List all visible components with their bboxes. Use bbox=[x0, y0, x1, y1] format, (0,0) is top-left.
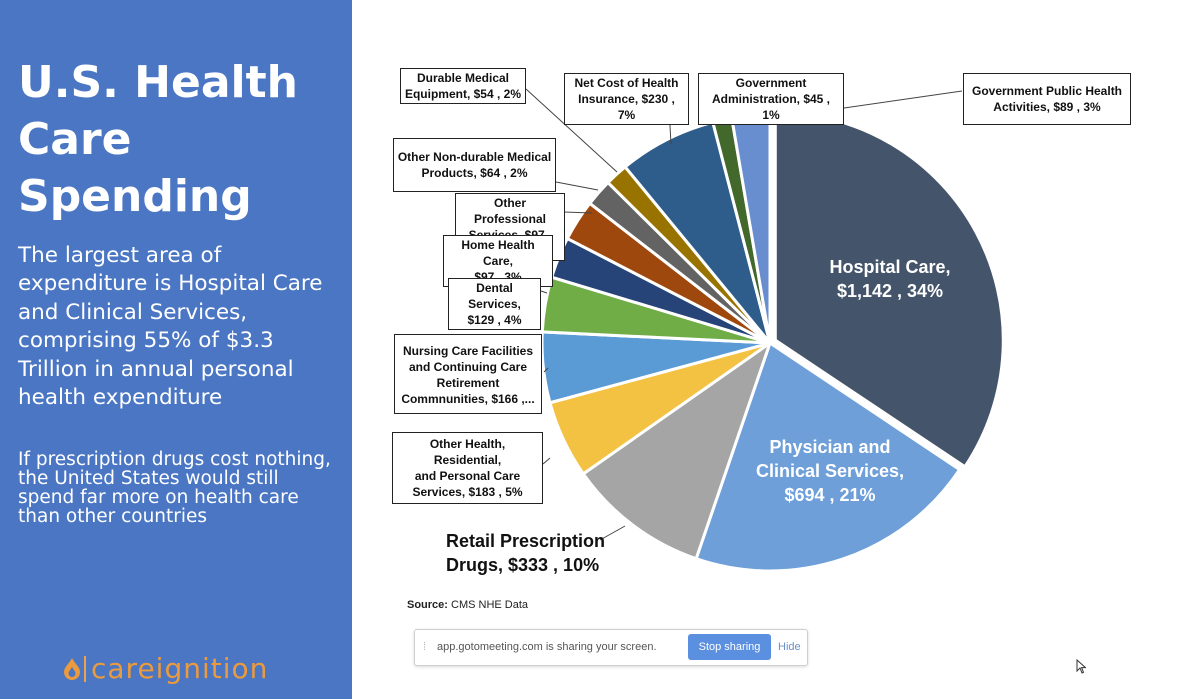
flame-icon bbox=[64, 658, 80, 680]
label-durable-medical: Durable Medical Equipment, $54 , 2% bbox=[400, 68, 526, 104]
label-text: Net Cost of Health bbox=[574, 76, 679, 90]
leader-line bbox=[555, 181, 599, 191]
label-text: Administration, $45 , 1% bbox=[711, 92, 831, 122]
label-gov-public-health: Government Public Health Activities, $89… bbox=[963, 73, 1131, 125]
label-physician-services: Physician and Clinical Services, $694 , … bbox=[740, 435, 920, 507]
label-nursing-care: Nursing Care Facilities and Continuing C… bbox=[394, 334, 542, 414]
label-hospital-care: Hospital Care, $1,142 , 34% bbox=[800, 255, 980, 303]
stop-sharing-button[interactable]: Stop sharing bbox=[688, 634, 771, 660]
label-text: Equipment, $54 , 2% bbox=[404, 87, 522, 101]
label-text: Retirement bbox=[436, 376, 500, 390]
label-text: Other Non-durable Medical bbox=[397, 150, 552, 164]
label-text: Government bbox=[735, 76, 807, 90]
label-text: Commnunities, $166 ,... bbox=[401, 392, 535, 406]
title-line-1: U.S. Health bbox=[18, 57, 298, 108]
mouse-cursor-icon bbox=[1076, 659, 1086, 674]
label-text: Services, $183 , 5% bbox=[412, 485, 523, 499]
slide-title: U.S. Health Care Spending bbox=[18, 54, 348, 225]
label-text: Government Public Health bbox=[971, 84, 1123, 98]
source-text: CMS NHE Data bbox=[451, 599, 529, 611]
title-line-2: Care Spending bbox=[18, 114, 252, 222]
logo-text: careignition bbox=[91, 652, 269, 685]
source-prefix: Source: bbox=[407, 599, 448, 611]
drag-handle-icon[interactable]: ⁞ bbox=[423, 641, 427, 653]
label-text: and Continuing Care bbox=[409, 360, 527, 374]
label-text: Drugs, $333 , 10% bbox=[446, 555, 600, 575]
label-text: Durable Medical bbox=[416, 71, 510, 85]
left-panel: U.S. Health Care Spending The largest ar… bbox=[0, 0, 352, 699]
label-non-durable: Other Non-durable Medical Products, $64 … bbox=[393, 138, 556, 192]
secondary-statement: If prescription drugs cost nothing, the … bbox=[18, 449, 331, 527]
leader-line bbox=[540, 290, 548, 294]
label-text: $694 , 21% bbox=[784, 485, 876, 505]
label-text: Other Health, Residential, bbox=[429, 437, 506, 467]
label-gov-admin: Government Administration, $45 , 1% bbox=[698, 73, 844, 125]
label-text: Products, $64 , 2% bbox=[421, 166, 528, 180]
label-text: Retail Prescription bbox=[446, 531, 606, 551]
main-statement: The largest area of expenditure is Hospi… bbox=[18, 243, 323, 411]
label-text: Clinical Services, bbox=[755, 461, 905, 481]
label-text: Other Professional bbox=[473, 196, 547, 226]
screen-share-bar: ⁞ app.gotomeeting.com is sharing your sc… bbox=[414, 629, 808, 666]
label-text: Hospital Care, bbox=[829, 257, 951, 277]
label-dental: Dental Services, $129 , 4% bbox=[448, 278, 541, 330]
label-insurance: Net Cost of Health Insurance, $230 , 7% bbox=[564, 73, 689, 125]
label-text: Nursing Care Facilities bbox=[402, 344, 534, 358]
pie-slice-physician-and-clinical-services bbox=[694, 340, 962, 573]
source-note: Source: CMS NHE Data bbox=[407, 599, 528, 611]
label-text: Insurance, $230 , 7% bbox=[578, 92, 675, 122]
label-other-health: Other Health, Residential, and Personal … bbox=[392, 432, 543, 504]
leader-line bbox=[563, 211, 593, 214]
label-text: Activities, $89 , 3% bbox=[993, 100, 1101, 114]
share-message: app.gotomeeting.com is sharing your scre… bbox=[437, 641, 657, 653]
label-text: and Personal Care bbox=[414, 469, 521, 483]
pie-chart bbox=[525, 88, 1005, 573]
label-text: Home Health Care, bbox=[461, 238, 535, 268]
label-text: Physician and bbox=[769, 437, 891, 457]
hide-link[interactable]: Hide bbox=[778, 641, 801, 653]
label-text: Dental Services, bbox=[468, 281, 521, 311]
pie-slice-retail-prescription-drugs bbox=[581, 339, 773, 561]
logo-divider bbox=[84, 656, 86, 682]
leader-line bbox=[543, 367, 549, 373]
leader-line bbox=[542, 457, 551, 465]
leader-line bbox=[525, 88, 618, 173]
label-retail-drugs: Retail Prescription Drugs, $333 , 10% bbox=[446, 529, 605, 577]
label-text: $129 , 4% bbox=[467, 313, 522, 327]
leader-line bbox=[599, 525, 626, 541]
label-text: $1,142 , 34% bbox=[836, 281, 944, 301]
